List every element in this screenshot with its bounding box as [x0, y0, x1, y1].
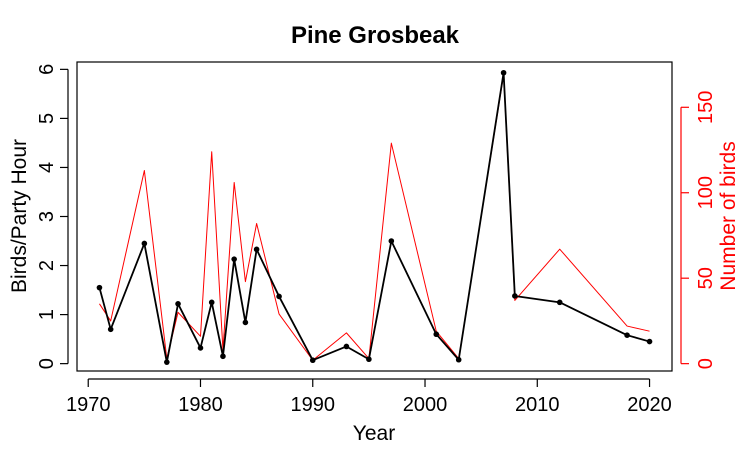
birds-per-party-hour-point: [512, 293, 518, 299]
y-axis-left-title: Birds/Party Hour: [8, 139, 31, 293]
birds-per-party-hour-point: [500, 69, 507, 76]
birds-per-party-hour-point: [231, 256, 237, 262]
birds-per-party-hour-point: [455, 356, 462, 363]
birds-per-party-hour-point: [242, 319, 249, 326]
birds-per-party-hour-point: [141, 240, 148, 247]
birds-per-party-hour-point: [556, 299, 563, 306]
y-left-tick-label: 5: [36, 113, 58, 124]
series-layer: [96, 69, 653, 365]
birds-per-party-hour-point: [96, 284, 103, 291]
x-tick-label: 1970: [66, 394, 111, 416]
birds-per-party-hour-point: [309, 357, 316, 364]
birds-per-party-hour-line: [98, 71, 650, 364]
x-axis: 1970 1980 1990 2000 2010 2020: [66, 378, 672, 416]
x-axis-title: Year: [353, 422, 395, 445]
y-left-tick-label: 0: [36, 358, 58, 369]
birds-per-party-hour-point: [366, 356, 372, 363]
y-right-tick-label: 0: [695, 358, 717, 369]
birds-per-party-hour-point: [197, 345, 204, 351]
y-left-tick-label: 3: [36, 211, 58, 222]
y-left-tick-label: 2: [36, 260, 58, 271]
birds-per-party-hour-point: [253, 246, 260, 253]
birds-per-party-hour-point: [107, 326, 114, 333]
birds-per-party-hour-point: [208, 299, 215, 306]
x-tick-label: 2020: [627, 394, 672, 416]
plot-frame: [76, 61, 673, 372]
y-right-tick-label: 150: [695, 91, 717, 124]
y-right-tick-label: 50: [695, 267, 717, 289]
birds-per-party-hour-point: [433, 331, 440, 338]
birds-per-party-hour-point: [220, 353, 226, 360]
y-left-tick-label: 4: [36, 162, 58, 173]
y-axis-right: 0 50 100 150: [680, 91, 717, 369]
birds-per-party-hour-point: [276, 293, 282, 300]
y-axis-left: 0 1 2 3 4 5 6: [36, 64, 69, 369]
x-tick-label: 1980: [178, 394, 223, 416]
birds-per-party-hour-point: [164, 359, 170, 365]
birds-per-party-hour-point: [175, 301, 181, 307]
x-tick-label: 2000: [403, 394, 448, 416]
birds-per-party-hour-point: [646, 338, 653, 345]
y-left-tick-label: 6: [36, 64, 58, 75]
chart-title: Pine Grosbeak: [291, 22, 460, 49]
birds-per-party-hour-point: [388, 238, 395, 244]
y-right-tick-label: 100: [695, 176, 717, 209]
birds-per-party-hour-point: [343, 343, 350, 350]
y-axis-right-title: Number of birds: [717, 141, 740, 290]
x-tick-label: 1990: [291, 394, 336, 416]
y-left-tick-label: 1: [36, 309, 58, 320]
birds-per-party-hour-point: [624, 332, 630, 338]
x-tick-label: 2010: [515, 394, 560, 416]
number-of-birds-line: [99, 74, 650, 361]
